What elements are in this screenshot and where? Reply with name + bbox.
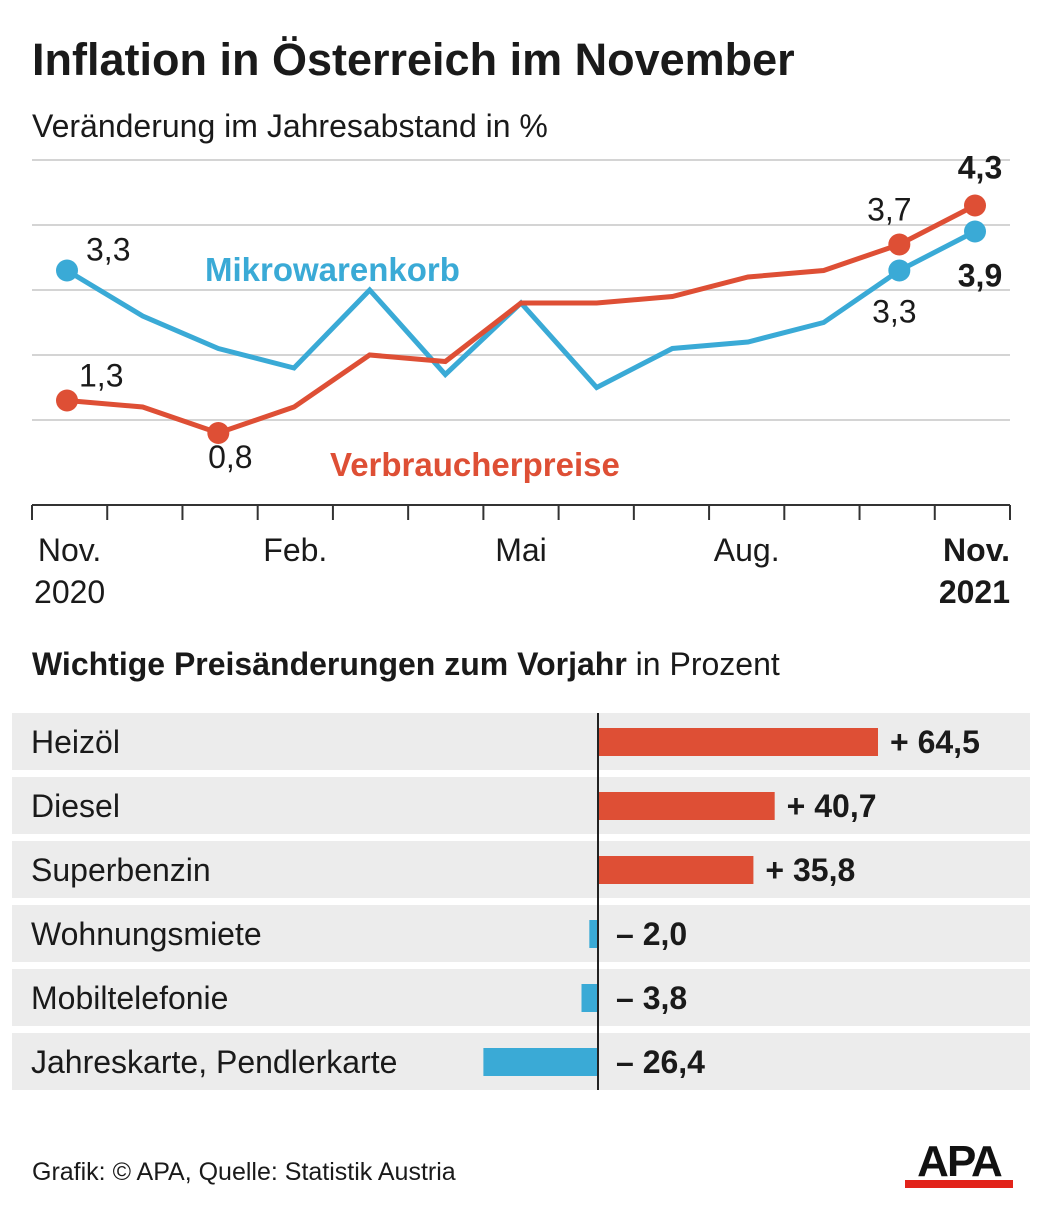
point-label: 3,3 xyxy=(872,294,916,330)
bar xyxy=(598,792,775,820)
bar-category-label: Superbenzin xyxy=(31,852,211,888)
bar-value-label: + 64,5 xyxy=(890,724,980,760)
highlight-point xyxy=(888,233,911,256)
apa-logo: APA xyxy=(905,1138,1013,1188)
bar-value-label: – 3,8 xyxy=(616,980,687,1016)
highlight-point xyxy=(56,389,78,412)
bar-value-label: – 26,4 xyxy=(616,1044,705,1080)
highlight-point xyxy=(56,259,78,282)
bar xyxy=(598,728,878,756)
apa-logo-bar xyxy=(905,1180,1013,1188)
highlight-point xyxy=(964,220,986,243)
x-tick-label: Nov. xyxy=(38,532,101,568)
bar-row-background xyxy=(12,969,1030,1026)
series-line-mikrowarenkorb xyxy=(65,229,977,391)
bar-row-background xyxy=(12,905,1030,962)
bar-chart: Heizöl + 64,5 Diesel + 40,7 Superbenzin + 35,… xyxy=(12,713,1030,1090)
x-tick-label: Aug. xyxy=(714,532,780,568)
apa-logo-text: APA xyxy=(917,1138,1002,1186)
bar xyxy=(581,984,598,1012)
bar-category-label: Mobiltelefonie xyxy=(31,980,228,1016)
point-label: 3,3 xyxy=(86,232,130,268)
x-tick-label: 2020 xyxy=(34,574,105,610)
series-label-mikrowarenkorb: Mikrowarenkorb xyxy=(205,251,460,288)
bar-chart-title-suffix: in Prozent xyxy=(635,646,780,682)
highlight-point xyxy=(888,259,911,282)
x-tick-label: 2021 xyxy=(939,574,1010,610)
point-label: 3,9 xyxy=(958,258,1002,294)
bar-row-background xyxy=(12,841,1030,898)
bar-category-label: Heizöl xyxy=(31,724,120,760)
x-tick-label: Mai xyxy=(495,532,547,568)
bar-chart-title-main: Wichtige Preisänderungen zum Vorjahr xyxy=(32,646,627,682)
bar-value-label: + 35,8 xyxy=(765,852,855,888)
series-line-verbraucherpreise xyxy=(66,203,977,436)
series-label-verbraucherpreise: Verbraucherpreise xyxy=(330,446,620,483)
point-label: 3,7 xyxy=(867,192,911,228)
highlight-point xyxy=(964,194,986,217)
x-tick-label: Nov. xyxy=(943,532,1010,568)
bar-value-label: – 2,0 xyxy=(616,916,687,952)
bar-row-background xyxy=(12,777,1030,834)
bar-category-label: Wohnungsmiete xyxy=(31,916,262,952)
bar-category-label: Jahreskarte, Pendlerkarte xyxy=(31,1044,397,1080)
x-tick-label: Feb. xyxy=(263,532,327,568)
bar-chart-title: Wichtige Preisänderungen zum Vorjahr in … xyxy=(32,646,780,683)
bar xyxy=(598,856,754,884)
chart-subtitle: Veränderung im Jahresabstand in % xyxy=(32,108,548,144)
bar xyxy=(589,920,598,948)
bar-value-label: + 40,7 xyxy=(787,788,877,824)
point-label: 4,3 xyxy=(958,150,1002,186)
credits: Grafik: © APA, Quelle: Statistik Austria xyxy=(32,1158,456,1186)
point-label: 0,8 xyxy=(208,439,252,475)
point-label: 1,3 xyxy=(79,358,123,394)
highlight-point xyxy=(207,422,230,444)
bar-category-label: Diesel xyxy=(31,788,120,824)
bar xyxy=(483,1048,598,1076)
chart-title: Inflation in Österreich im November xyxy=(32,34,795,85)
line-chart: Nov. 2020 Feb. Mai Aug. Nov. 2021 3,3 3,3 3,9 1,3 0… xyxy=(31,150,1011,610)
